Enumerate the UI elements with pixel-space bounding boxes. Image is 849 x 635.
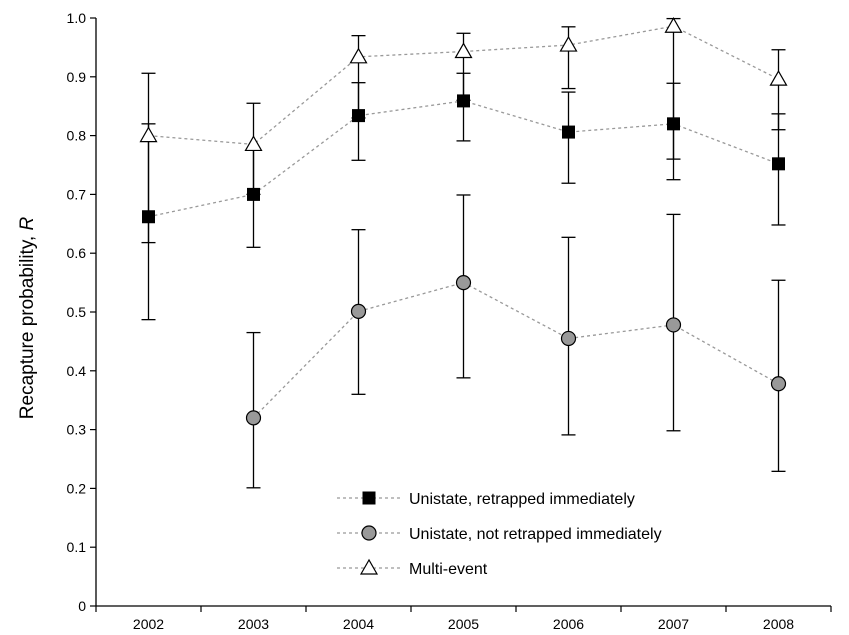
series-line	[253, 281, 779, 419]
x-tick-label: 2002	[133, 616, 164, 632]
data-point	[349, 47, 368, 64]
data-point	[559, 35, 578, 52]
data-point	[562, 125, 575, 139]
y-axis-title: Recapture probability, R	[17, 217, 38, 420]
data-point	[769, 69, 788, 86]
y-tick-label: 0.7	[67, 186, 87, 202]
legend-item: Unistate, retrapped immediately	[337, 491, 635, 508]
y-tick-label: 0.4	[67, 363, 87, 379]
data-point	[770, 376, 787, 392]
series-circle	[245, 194, 787, 489]
x-tick-label: 2005	[448, 616, 479, 632]
legend-marker	[359, 558, 379, 575]
legend-label: Unistate, not retrapped immediately	[409, 526, 662, 543]
series-triangle	[139, 17, 788, 244]
data-point	[245, 410, 262, 426]
y-tick-label: 0.9	[67, 69, 87, 85]
x-tick-label: 2006	[553, 616, 584, 632]
y-tick-label: 0.6	[67, 245, 87, 261]
data-point	[454, 42, 473, 59]
y-tick-label: 0.8	[67, 128, 87, 144]
x-tick-label: 2003	[238, 616, 269, 632]
series-layer	[139, 17, 788, 489]
y-axis-title-text: Recapture probability,	[17, 231, 38, 420]
y-tick-label: 0	[78, 598, 86, 614]
x-tick-label: 2008	[763, 616, 794, 632]
legend-item: Unistate, not retrapped immediately	[337, 525, 662, 543]
data-point	[139, 126, 158, 143]
y-tick-label: 0.1	[67, 539, 87, 555]
x-tick-label: 2007	[658, 616, 689, 632]
data-point	[772, 157, 785, 171]
legend-label: Unistate, retrapped immediately	[409, 491, 635, 508]
data-point	[560, 330, 577, 347]
y-tick-label: 0.2	[67, 480, 87, 496]
legend-item: Multi-event	[337, 558, 488, 578]
legend: Unistate, retrapped immediately Unistate,…	[337, 491, 662, 578]
y-tick-label: 0.3	[67, 422, 87, 438]
data-point	[664, 17, 683, 33]
y-axis-title-variable: R	[17, 217, 38, 231]
y-tick-label: 0.5	[67, 304, 87, 320]
x-tick-label: 2004	[343, 616, 374, 632]
data-point	[244, 135, 263, 152]
legend-marker	[362, 491, 376, 505]
data-point	[455, 275, 472, 291]
legend-marker	[361, 525, 377, 541]
legend-label: Multi-event	[409, 561, 488, 578]
axes: 0 0.1 0.2 0.3 0.4 0.5 0.6 0.7 0.8 0.9 1.0 2002 2003 2…	[67, 10, 832, 632]
data-point	[350, 303, 367, 320]
data-point	[665, 317, 682, 333]
y-tick-label: 1.0	[67, 10, 87, 26]
